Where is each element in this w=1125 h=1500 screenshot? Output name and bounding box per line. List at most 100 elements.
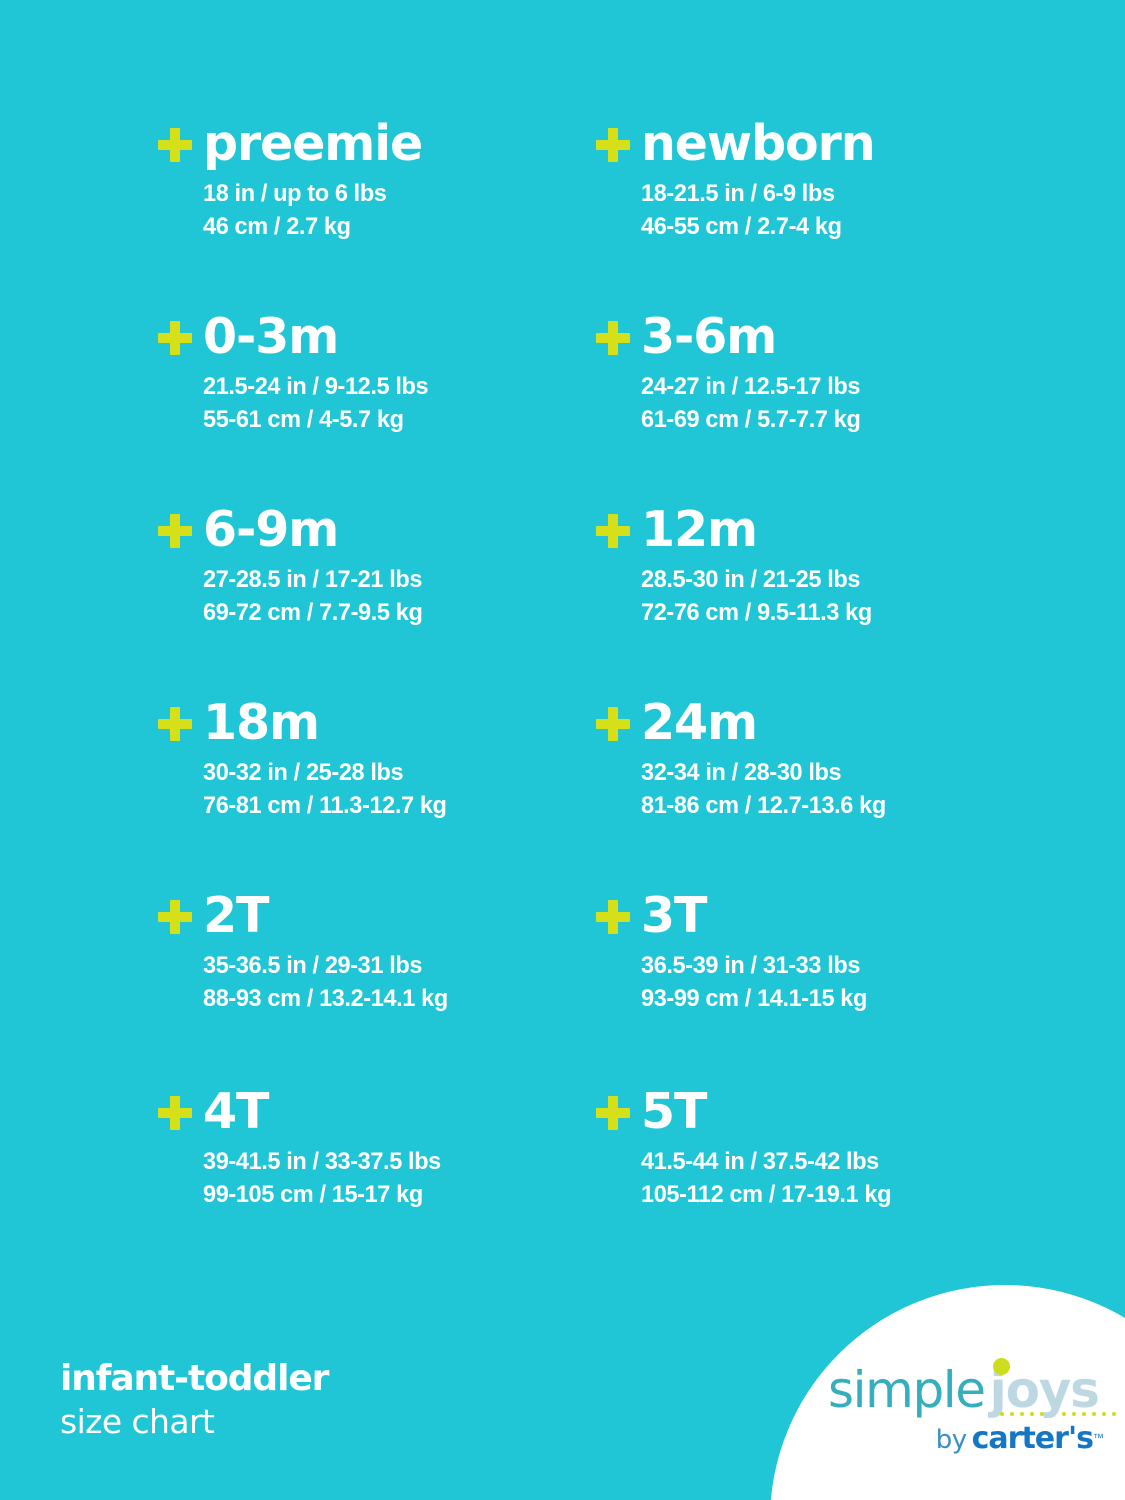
- plus-icon: [596, 514, 630, 548]
- plus-icon: [158, 1096, 192, 1130]
- size-measurements: 18 in / up to 6 lbs 46 cm / 2.7 kg: [203, 177, 598, 243]
- size-entry-header: 18m: [158, 691, 598, 755]
- plus-icon: [158, 321, 192, 355]
- footer-title: infant-toddler size chart: [60, 1357, 580, 1442]
- logo-dot-mark: [1000, 1412, 1004, 1416]
- size-measurement-metric: 105-112 cm / 17-19.1 kg: [641, 1181, 892, 1208]
- size-label: 0-3m: [203, 308, 339, 365]
- size-label: 18m: [203, 694, 320, 751]
- logo-dot-mark: [1062, 1412, 1066, 1416]
- logo-wordmark: simple joys: [828, 1358, 1116, 1419]
- size-label: 3-6m: [641, 308, 777, 365]
- logo-dot-mark: [1020, 1412, 1024, 1416]
- size-entry-header: 0-3m: [158, 305, 598, 369]
- footer-title-line-1: infant-toddler: [60, 1358, 329, 1399]
- size-entry-header: preemie: [158, 112, 598, 176]
- size-measurement-metric: 72-76 cm / 9.5-11.3 kg: [641, 599, 872, 626]
- logo-byline-prefix: by: [935, 1425, 967, 1455]
- size-entry: 0-3m 21.5-24 in / 9-12.5 lbs 55-61 cm / 4-…: [158, 305, 598, 436]
- plus-icon: [596, 321, 630, 355]
- size-measurement-imperial: 39-41.5 in / 33-37.5 lbs: [203, 1148, 441, 1175]
- size-measurement-imperial: 18-21.5 in / 6-9 lbs: [641, 180, 835, 207]
- size-measurements: 28.5-30 in / 21-25 lbs 72-76 cm / 9.5-11.…: [641, 563, 1036, 629]
- size-measurement-imperial: 30-32 in / 25-28 lbs: [203, 759, 404, 786]
- size-measurements: 18-21.5 in / 6-9 lbs 46-55 cm / 2.7-4 kg: [641, 177, 1036, 243]
- size-entry-header: 2T: [158, 884, 598, 948]
- size-entry-header: 5T: [596, 1080, 1036, 1144]
- size-entry-header: 6-9m: [158, 498, 598, 562]
- size-entry: 18m 30-32 in / 25-28 lbs 76-81 cm / 11.3-1…: [158, 691, 598, 822]
- size-measurement-metric: 69-72 cm / 7.7-9.5 kg: [203, 599, 423, 626]
- size-measurements: 30-32 in / 25-28 lbs 76-81 cm / 11.3-12.7…: [203, 756, 598, 822]
- size-grid: preemie 18 in / up to 6 lbs 46 cm / 2.7 kg…: [158, 112, 1036, 1211]
- size-measurement-metric: 88-93 cm / 13.2-14.1 kg: [203, 985, 448, 1012]
- size-label: 4T: [203, 1083, 269, 1140]
- size-entry-header: 12m: [596, 498, 1036, 562]
- brand-logo: simple joys by carter's™: [828, 1358, 1116, 1456]
- size-measurement-metric: 46-55 cm / 2.7-4 kg: [641, 213, 842, 240]
- logo-dotted-accent-icon: [1000, 1412, 1116, 1418]
- size-entry: 3T 36.5-39 in / 31-33 lbs 93-99 cm / 14.1-…: [596, 884, 1036, 1015]
- logo-word-simple: simple: [828, 1361, 986, 1419]
- plus-icon: [596, 900, 630, 934]
- size-label: 5T: [641, 1083, 707, 1140]
- logo-dot-mark: [1112, 1412, 1116, 1416]
- plus-icon: [596, 1096, 630, 1130]
- size-entry-header: 3T: [596, 884, 1036, 948]
- size-measurement-imperial: 28.5-30 in / 21-25 lbs: [641, 566, 861, 593]
- plus-icon: [158, 900, 192, 934]
- size-measurements: 24-27 in / 12.5-17 lbs 61-69 cm / 5.7-7.7…: [641, 370, 1036, 436]
- size-label: 12m: [641, 501, 758, 558]
- size-entry: newborn 18-21.5 in / 6-9 lbs 46-55 cm / 2.…: [596, 112, 1036, 243]
- size-measurements: 41.5-44 in / 37.5-42 lbs 105-112 cm / 17-…: [641, 1145, 1036, 1211]
- logo-dot-mark: [1010, 1412, 1014, 1416]
- size-measurement-imperial: 27-28.5 in / 17-21 lbs: [203, 566, 423, 593]
- size-entry: 12m 28.5-30 in / 21-25 lbs 72-76 cm / 9.5-…: [596, 498, 1036, 629]
- size-measurement-imperial: 35-36.5 in / 29-31 lbs: [203, 952, 423, 979]
- size-measurements: 36.5-39 in / 31-33 lbs 93-99 cm / 14.1-15…: [641, 949, 1036, 1015]
- logo-dot-mark: [1072, 1412, 1076, 1416]
- size-label: 24m: [641, 694, 758, 751]
- size-measurement-metric: 93-99 cm / 14.1-15 kg: [641, 985, 867, 1012]
- size-measurement-metric: 99-105 cm / 15-17 kg: [203, 1181, 423, 1208]
- size-measurement-imperial: 24-27 in / 12.5-17 lbs: [641, 373, 861, 400]
- size-measurement-imperial: 18 in / up to 6 lbs: [203, 180, 387, 207]
- plus-icon: [158, 128, 192, 162]
- size-entry: 2T 35-36.5 in / 29-31 lbs 88-93 cm / 13.2-…: [158, 884, 598, 1015]
- size-entry: 5T 41.5-44 in / 37.5-42 lbs 105-112 cm / 1…: [596, 1080, 1036, 1211]
- size-entry-header: newborn: [596, 112, 1036, 176]
- logo-dot-mark: [1030, 1412, 1034, 1416]
- size-measurement-metric: 61-69 cm / 5.7-7.7 kg: [641, 406, 861, 433]
- size-measurement-imperial: 36.5-39 in / 31-33 lbs: [641, 952, 861, 979]
- size-measurements: 35-36.5 in / 29-31 lbs 88-93 cm / 13.2-14…: [203, 949, 598, 1015]
- size-entry: 3-6m 24-27 in / 12.5-17 lbs 61-69 cm / 5.7…: [596, 305, 1036, 436]
- plus-icon: [596, 128, 630, 162]
- size-measurement-imperial: 21.5-24 in / 9-12.5 lbs: [203, 373, 429, 400]
- logo-brand-name: carter's: [971, 1421, 1094, 1456]
- logo-dot-mark: [1040, 1412, 1044, 1416]
- size-entry: 24m 32-34 in / 28-30 lbs 81-86 cm / 12.7-1…: [596, 691, 1036, 822]
- size-label: newborn: [641, 115, 876, 172]
- plus-icon: [596, 707, 630, 741]
- size-measurement-imperial: 41.5-44 in / 37.5-42 lbs: [641, 1148, 879, 1175]
- plus-icon: [158, 514, 192, 548]
- logo-dot-icon: [993, 1358, 1010, 1375]
- size-measurement-metric: 81-86 cm / 12.7-13.6 kg: [641, 792, 886, 819]
- size-measurement-metric: 76-81 cm / 11.3-12.7 kg: [203, 792, 447, 819]
- logo-dot-mark: [1102, 1412, 1106, 1416]
- logo-byline: by carter's™: [828, 1421, 1108, 1456]
- size-label: 2T: [203, 887, 269, 944]
- size-measurement-imperial: 32-34 in / 28-30 lbs: [641, 759, 842, 786]
- footer-title-line-2: size chart: [60, 1402, 215, 1441]
- plus-icon: [158, 707, 192, 741]
- size-measurements: 21.5-24 in / 9-12.5 lbs 55-61 cm / 4-5.7 …: [203, 370, 598, 436]
- size-entry: 4T 39-41.5 in / 33-37.5 lbs 99-105 cm / 15…: [158, 1080, 598, 1211]
- size-measurements: 32-34 in / 28-30 lbs 81-86 cm / 12.7-13.6…: [641, 756, 1036, 822]
- size-label: 3T: [641, 887, 707, 944]
- size-measurements: 39-41.5 in / 33-37.5 lbs 99-105 cm / 15-1…: [203, 1145, 598, 1211]
- size-entry: 6-9m 27-28.5 in / 17-21 lbs 69-72 cm / 7.7…: [158, 498, 598, 629]
- size-measurement-metric: 46 cm / 2.7 kg: [203, 213, 351, 240]
- size-label: 6-9m: [203, 501, 339, 558]
- size-label: preemie: [203, 115, 423, 172]
- size-entry-header: 24m: [596, 691, 1036, 755]
